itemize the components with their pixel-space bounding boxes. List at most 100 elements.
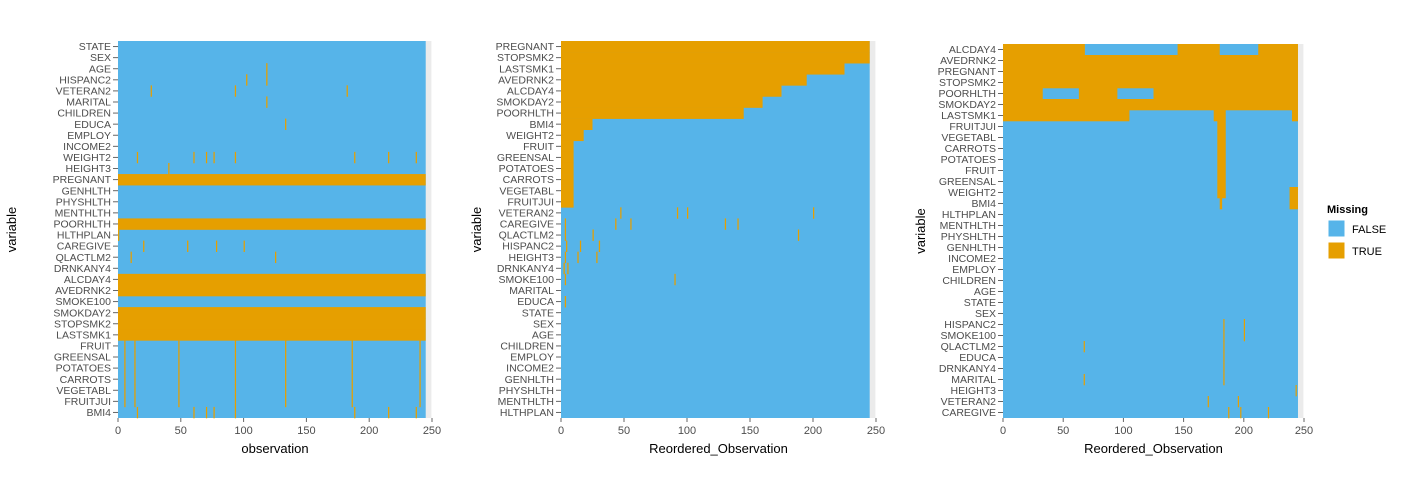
missing-tile-vegetabl: [178, 384, 180, 397]
y-tick-label: CHILDREN: [57, 108, 111, 120]
missing-tile-veteran2: [620, 207, 622, 219]
missing-tile-caregive: [143, 240, 145, 252]
missing-tile-qlactlm2: [1083, 341, 1085, 353]
missing-tile-carrots: [234, 373, 237, 386]
missing-tile-alcday4: [1003, 44, 1085, 56]
y-tick-label: MARITAL: [951, 374, 996, 386]
missing-tile-weight2: [561, 129, 584, 142]
missing-tile-caregive: [1228, 407, 1230, 419]
missing-tile-veteran2: [1207, 396, 1209, 408]
y-tick-label: SMOKDAY2: [53, 307, 111, 319]
missing-tile-potatoes: [561, 162, 574, 175]
y-tick-label: GREENSAL: [939, 176, 996, 188]
y-tick-label: CHILDREN: [500, 341, 554, 353]
missing-tile-stopsmk2: [1003, 77, 1298, 89]
missing-tile-marital: [266, 96, 268, 108]
x-tick-label: 0: [1000, 425, 1006, 437]
y-tick-label: STATE: [522, 307, 554, 319]
missing-tile-potatoes: [234, 362, 237, 374]
missing-tile-greensal: [124, 351, 126, 363]
missing-tile-fruitjui: [285, 395, 287, 408]
x-tick-label: 150: [1174, 425, 1192, 437]
y-tick-label: INCOME2: [63, 141, 111, 153]
missing-tile-caregive: [737, 218, 739, 230]
x-tick-label: 150: [297, 425, 315, 437]
missing-tile-poorhlth: [561, 107, 744, 119]
y-tick-label: SMOKE100: [56, 296, 112, 308]
missing-tile-drnkany4: [1223, 363, 1225, 375]
y-tick-label: EMPLOY: [510, 352, 554, 364]
y-tick-label: HLTHPLAN: [500, 407, 554, 419]
missing-tile-weight2: [234, 151, 237, 164]
y-tick-label: POTATOES: [499, 163, 554, 175]
x-axis-title: observation: [241, 441, 308, 456]
missing-tile-potatoes: [178, 362, 180, 374]
missing-tile-height3: [168, 162, 170, 175]
missing-tile-caregive: [187, 240, 189, 252]
y-tick-label: INCOME2: [506, 363, 554, 375]
missing-tile-caregive: [615, 218, 617, 230]
x-tick-label: 0: [558, 425, 564, 437]
missing-tile-bmi4: [561, 118, 593, 131]
missing-tile-fruit: [351, 340, 353, 352]
x-tick-label: 200: [360, 425, 378, 437]
missing-tile-greensal: [419, 351, 421, 363]
y-tick-label: SEX: [90, 52, 111, 64]
missing-tile-poorhlth: [1078, 88, 1118, 100]
y-tick-label: LASTSMK1: [499, 63, 554, 75]
missing-tile-fruitjui: [234, 395, 237, 408]
y-tick-label: PREGNANT: [53, 174, 112, 186]
missing-tile-height3: [577, 251, 579, 264]
x-tick-label: 100: [678, 425, 696, 437]
missing-tile-smoke100: [564, 273, 567, 286]
missing-tile-bmi4: [136, 406, 139, 419]
y-tick-label: EDUCA: [959, 352, 996, 364]
missing-tile-hispanc2: [1243, 319, 1246, 331]
y-tick-label: AVEDRNK2: [940, 55, 996, 67]
missing-tile-hispanc2: [266, 74, 268, 86]
missing-tile-bmi4: [415, 406, 417, 419]
missing-tile-fruitjui: [419, 395, 421, 408]
missing-tile-weight2: [193, 151, 195, 164]
legend-title: Missing: [1327, 204, 1368, 216]
missing-tile-fruitjui: [178, 395, 180, 408]
y-tick-label: STOPSMK2: [497, 52, 554, 64]
missing-tile-veteran2: [676, 207, 679, 219]
missing-tile-bmi4: [388, 406, 390, 419]
missing-tile-fruit: [134, 340, 136, 352]
missing-tile-lastsmk1: [1291, 110, 1298, 122]
missing-tile-hispanc2: [246, 74, 248, 86]
y-tick-label: CARROTS: [945, 143, 996, 155]
missing-tile-caregive: [564, 218, 567, 230]
y-tick-label: ALCDAY4: [507, 85, 554, 97]
missing-tile-weight2: [1289, 187, 1298, 199]
legend: Missing FALSE TRUE: [1327, 204, 1386, 260]
x-tick-label: 50: [175, 425, 187, 437]
missing-tile-fruit: [1217, 165, 1226, 177]
y-tick-label: DRNKANY4: [54, 263, 111, 275]
missing-tile-vegetabl: [1217, 132, 1226, 144]
missing-tile-marital: [1223, 374, 1225, 386]
missing-tile-veteran2: [234, 85, 237, 97]
y-tick-label: MENTHLTH: [498, 396, 554, 408]
y-tick-label: MARITAL: [509, 285, 554, 297]
y-tick-label: EMPLOY: [952, 264, 996, 276]
missing-tile-greensal: [561, 151, 574, 164]
missing-tile-lastsmk1: [1213, 110, 1226, 122]
missing-tile-hlthplan: [118, 229, 120, 241]
y-tick-label: PHYSHLTH: [941, 231, 996, 243]
legend-label-false: FALSE: [1352, 224, 1386, 236]
missing-tile-vegetabl: [134, 384, 136, 397]
y-tick-label: HISPANC2: [944, 319, 996, 331]
y-tick-label: FRUIT: [80, 341, 111, 353]
missing-tile-veteran2: [346, 85, 348, 97]
missing-tile-veteran2: [813, 207, 815, 219]
missing-tile-carrots: [124, 373, 126, 386]
missing-tile-potatoes: [285, 362, 287, 374]
missing-tile-pregnant: [1003, 66, 1298, 78]
y-tick-label: GREENSAL: [54, 352, 111, 364]
y-tick-label: VETERAN2: [56, 85, 112, 97]
y-tick-label: HLTHPLAN: [57, 230, 111, 242]
missing-tile-vegetabl: [561, 185, 574, 197]
y-tick-label: SMOKDAY2: [496, 97, 554, 109]
